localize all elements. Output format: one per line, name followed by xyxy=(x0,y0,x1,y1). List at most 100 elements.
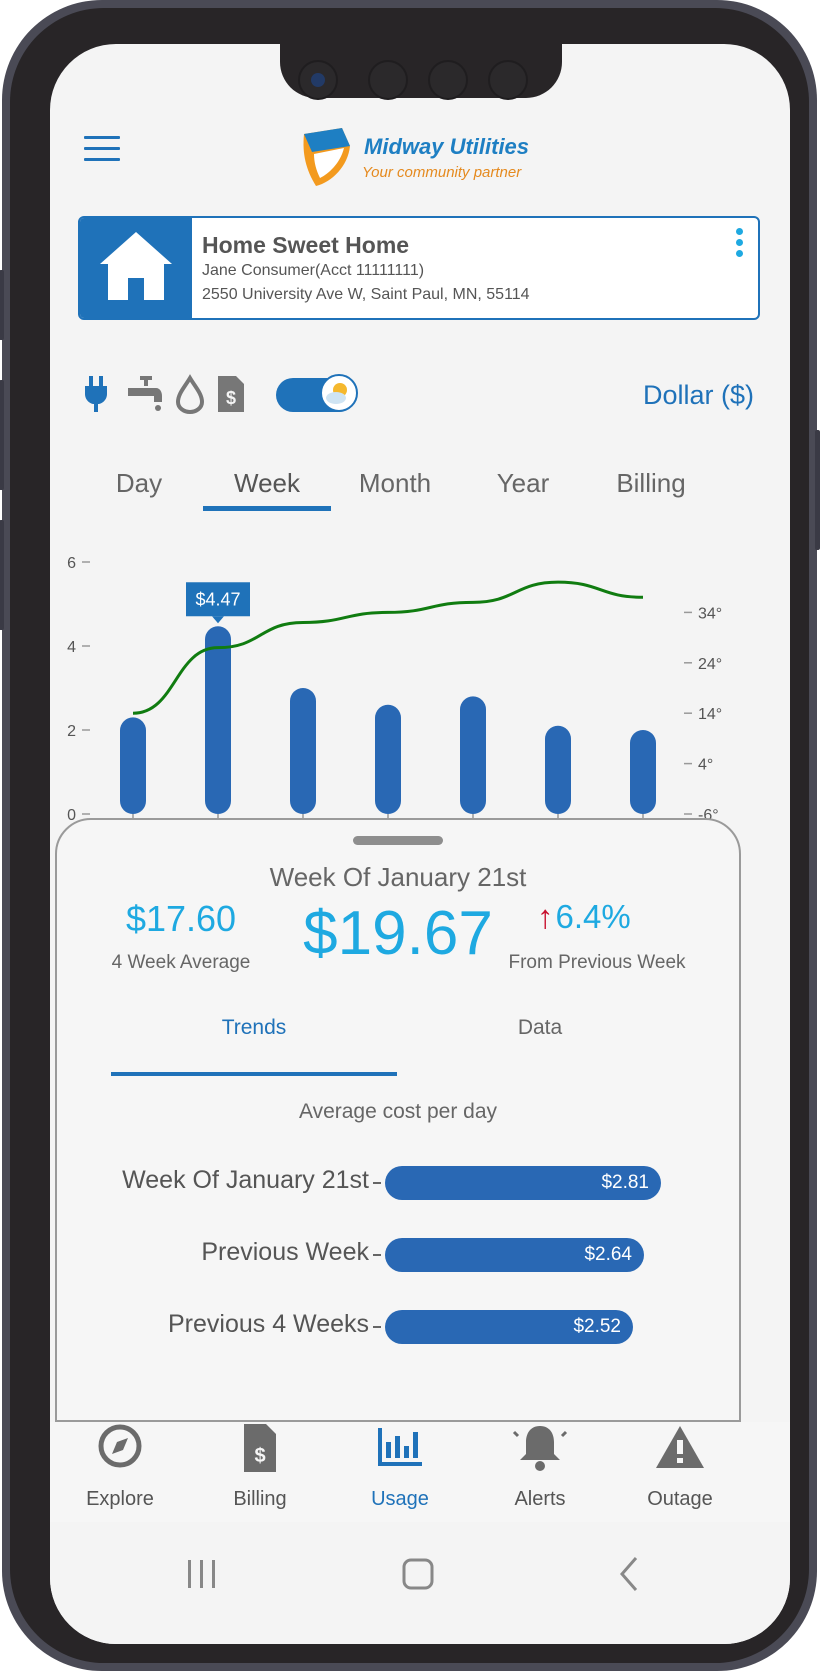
chart-bar xyxy=(205,626,231,814)
bar-chart-icon xyxy=(378,1428,422,1466)
trend-bar: $2.52 xyxy=(385,1310,633,1344)
week-total-value: $19.67 xyxy=(303,899,493,968)
nav-label: Explore xyxy=(86,1488,154,1510)
tab-year[interactable]: Year xyxy=(496,468,550,498)
y-tick-label: 0 xyxy=(67,807,76,824)
selected-value-tooltip xyxy=(186,582,250,617)
svg-text:$: $ xyxy=(226,388,236,408)
y-tick-label: 2 xyxy=(67,723,76,740)
trend-bar: $2.81 xyxy=(385,1166,661,1200)
y2-tick-label: 4° xyxy=(698,757,713,774)
sensor-circle xyxy=(368,60,408,100)
trends-caption: Average cost per day xyxy=(298,1100,498,1123)
active-tab-indicator xyxy=(203,506,331,511)
bill-dollar-icon[interactable]: $ xyxy=(216,374,246,419)
trend-tick xyxy=(373,1254,381,1256)
change-percent: ↑6.4% xyxy=(537,898,647,936)
back-icon[interactable] xyxy=(610,1554,650,1594)
power-button xyxy=(815,430,820,550)
nav-explore[interactable]: Explore xyxy=(50,1422,190,1510)
week-title: Week Of January 21st xyxy=(269,862,527,892)
four-week-average-label: 4 Week Average xyxy=(111,952,251,973)
chart-bar xyxy=(545,725,571,814)
chart-bar xyxy=(460,696,486,814)
account-address: 2550 University Ave W, Saint Paul, MN, 5… xyxy=(202,286,530,303)
nav-billing[interactable]: $ Billing xyxy=(190,1422,330,1510)
bell-icon xyxy=(512,1426,568,1471)
y-tick-label: 4 xyxy=(67,639,76,656)
y2-tick-label: 14° xyxy=(698,706,722,723)
arrow-up-icon: ↑ xyxy=(537,898,554,935)
summary-sheet: Week Of January 21st $17.60 4 Week Avera… xyxy=(55,818,741,1422)
compass-icon xyxy=(98,1424,142,1468)
sun-cloud-icon xyxy=(320,374,358,412)
side-button xyxy=(0,520,4,630)
tab-trends[interactable]: Trends xyxy=(221,1016,287,1039)
chart-bar xyxy=(120,717,146,814)
nav-usage[interactable]: Usage xyxy=(330,1422,470,1510)
system-nav-bar xyxy=(50,1524,790,1644)
chart-bar xyxy=(630,730,656,814)
tab-day[interactable]: Day xyxy=(115,468,163,498)
account-name: Home Sweet Home xyxy=(202,232,410,258)
account-holder: Jane Consumer(Acct 11111111) xyxy=(202,262,425,279)
brand-title: Midway Utilities xyxy=(364,134,530,159)
trend-tick xyxy=(373,1182,381,1184)
trend-bar: $2.64 xyxy=(385,1238,644,1272)
account-card[interactable]: Home Sweet Home Jane Consumer(Acct 11111… xyxy=(78,216,760,320)
trend-label: Week Of January 21st xyxy=(122,1166,369,1194)
volume-up-button xyxy=(0,270,4,340)
trend-value: $2.81 xyxy=(601,1172,649,1193)
chart-bar xyxy=(375,704,401,814)
tab-data[interactable]: Data xyxy=(517,1016,563,1039)
svg-text:$: $ xyxy=(254,1445,265,1467)
electric-plug-icon[interactable] xyxy=(82,374,110,419)
nav-label: Alerts xyxy=(514,1488,566,1510)
nav-outage[interactable]: Outage xyxy=(610,1422,750,1510)
sheet-drag-handle[interactable] xyxy=(353,836,443,845)
usage-chart: 642034°24°14°4°-6°SunMonTueWedThuFriSat$… xyxy=(67,555,722,848)
chart-bar xyxy=(290,688,316,814)
menu-icon[interactable] xyxy=(84,136,120,162)
y2-tick-label: 24° xyxy=(698,656,722,673)
y2-tick-label: 34° xyxy=(698,605,722,622)
home-button-icon[interactable] xyxy=(398,1554,438,1594)
nav-label: Outage xyxy=(647,1488,713,1510)
four-week-average-value: $17.60 xyxy=(125,898,237,939)
nav-label: Billing xyxy=(233,1488,287,1510)
trend-value: $2.64 xyxy=(584,1244,632,1265)
home-icon-tile xyxy=(80,218,192,318)
warning-icon xyxy=(656,1426,704,1468)
volume-down-button xyxy=(0,380,4,490)
temperature-line xyxy=(132,580,644,715)
change-value: 6.4% xyxy=(555,898,631,935)
nav-label: Usage xyxy=(371,1488,429,1510)
selected-value-label: $4.47 xyxy=(195,589,240,609)
weather-toggle[interactable] xyxy=(276,374,358,412)
trend-tick xyxy=(373,1326,381,1328)
change-label: From Previous Week xyxy=(508,952,686,973)
home-icon xyxy=(100,232,172,300)
tab-week[interactable]: Week xyxy=(234,468,300,498)
more-options-icon[interactable] xyxy=(734,228,744,262)
tab-billing[interactable]: Billing xyxy=(616,468,686,498)
nav-alerts[interactable]: Alerts xyxy=(470,1422,610,1510)
camera-lens xyxy=(298,60,338,100)
tooltip-pointer xyxy=(212,616,224,624)
bottom-nav: Explore $ Billing Usage Alerts Outage xyxy=(50,1422,790,1522)
app-screen: Midway Utilities Your community partner … xyxy=(50,44,790,1644)
brand-logo: Midway Utilities Your community partner xyxy=(298,126,558,196)
y-tick-label: 6 xyxy=(67,555,76,572)
bill-icon: $ xyxy=(244,1424,276,1472)
water-drop-icon[interactable] xyxy=(175,374,205,419)
trend-value: $2.52 xyxy=(573,1316,621,1337)
unit-selector[interactable]: Dollar ($) xyxy=(642,380,754,410)
trend-label: Previous 4 Weeks xyxy=(167,1310,369,1338)
recent-apps-icon[interactable] xyxy=(182,1554,222,1594)
faucet-icon[interactable] xyxy=(126,374,166,419)
tab-month[interactable]: Month xyxy=(358,468,432,498)
brand-tagline: Your community partner xyxy=(362,164,522,181)
trend-label: Previous Week xyxy=(201,1238,369,1266)
phone-bezel: Midway Utilities Your community partner … xyxy=(10,8,809,1663)
